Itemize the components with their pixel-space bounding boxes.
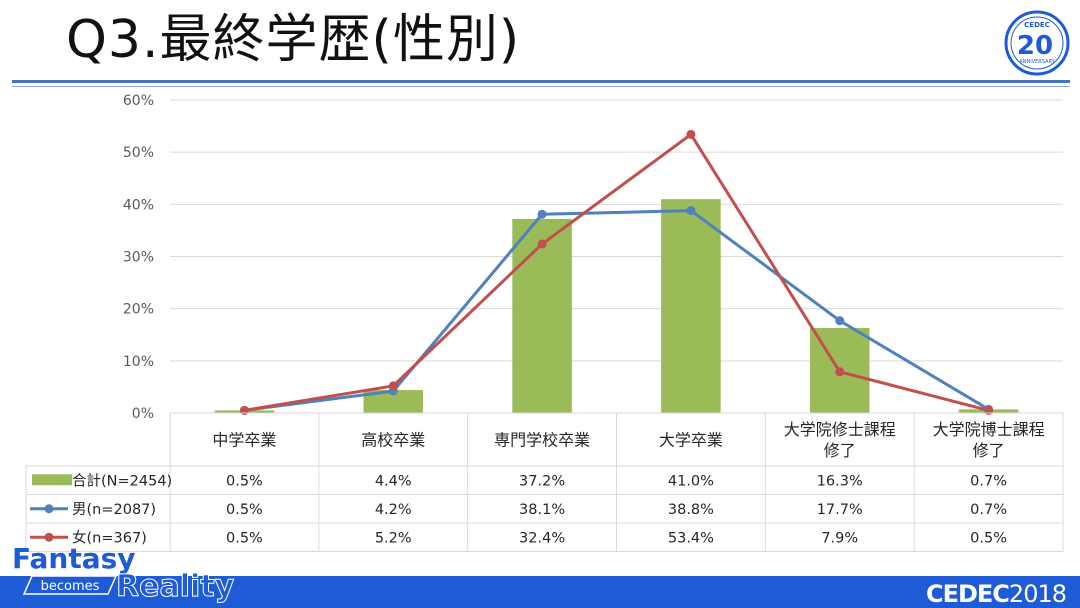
- data-value: 0.5%: [226, 502, 263, 518]
- category-label: 大学院修士課程: [784, 420, 896, 439]
- y-tick-label: 10%: [123, 354, 154, 370]
- series-point: [388, 381, 398, 391]
- tagline-fantasy: Fantasy: [12, 542, 136, 575]
- data-table: 中学卒業 高校卒業 専門学校卒業 大学卒業大学院修士課程修了大学院博士課程修了合計(N…: [25, 412, 1064, 552]
- series-line: [244, 132, 989, 412]
- data-value: 53.4%: [668, 530, 714, 546]
- series-point: [537, 209, 547, 219]
- series-point: [239, 405, 249, 415]
- data-value: 16.3%: [817, 473, 863, 489]
- series-point: [835, 367, 845, 377]
- series-point: [686, 206, 696, 216]
- series-point: [686, 129, 696, 139]
- data-value: 38.8%: [668, 502, 714, 518]
- education-chart: 0% 10% 20% 30% 40% 50% 60% 中学卒業 高校卒業 専門学校卒業 大学卒業 大…: [25, 93, 1064, 552]
- anniversary-logo: CEDEC 20 ANNIVERSARY: [1004, 10, 1070, 76]
- data-value: 7.9%: [821, 530, 858, 546]
- category-label: 大学卒業: [659, 431, 723, 450]
- series-point: [835, 316, 845, 326]
- logo-badge-text: CEDEC: [1024, 21, 1050, 29]
- bar-series-total: [214, 199, 1019, 413]
- legend-key: [44, 504, 54, 514]
- data-value: 4.2%: [375, 502, 412, 518]
- series-point: [984, 405, 994, 415]
- y-tick-label: 60%: [123, 93, 154, 109]
- legend-label: 女(n=367): [72, 528, 147, 546]
- y-tick-label: 20%: [123, 302, 154, 318]
- data-value: 5.2%: [375, 530, 412, 546]
- data-value: 0.5%: [226, 530, 263, 546]
- logo-sub: ANNIVERSARY: [1019, 59, 1055, 65]
- legend-label: 男(n=2087): [72, 502, 156, 518]
- data-value: 4.4%: [375, 473, 412, 489]
- y-tick-label: 30%: [123, 250, 154, 266]
- category-label: 高校卒業: [361, 431, 425, 450]
- y-tick-label: 50%: [123, 145, 154, 161]
- fantasy-logo: Fantasy becomes Reality: [12, 542, 235, 604]
- series-line: [244, 209, 990, 412]
- category-label: 修了: [824, 441, 856, 460]
- series-point: [537, 239, 547, 249]
- y-tick-label: 40%: [123, 197, 154, 213]
- data-value: 41.0%: [668, 473, 714, 489]
- category-label: 中学卒業: [212, 431, 276, 450]
- bar: [363, 390, 424, 413]
- line-series: [239, 129, 994, 415]
- category-label: 修了: [973, 441, 1005, 460]
- category-label: 大学院博士課程: [933, 420, 1045, 439]
- data-value: 0.7%: [970, 473, 1007, 489]
- footer-brand-name: CEDEC: [925, 580, 1010, 608]
- footer-brand: CEDEC2018: [925, 580, 1067, 608]
- title-underline-thin: [12, 86, 1070, 87]
- y-tick-label: 0%: [132, 406, 154, 422]
- tagline-becomes: becomes: [41, 579, 100, 594]
- legend-key: [44, 532, 54, 542]
- legend-label: 合計(N=2454): [72, 472, 172, 489]
- page-title: Q3.最終学歴(性別): [66, 10, 521, 70]
- data-value: 0.5%: [970, 530, 1007, 546]
- legend-key: [32, 474, 72, 486]
- data-value: 17.7%: [817, 502, 863, 518]
- grid-lines: [170, 99, 1063, 414]
- bar: [512, 218, 572, 413]
- y-axis-ticks: 0% 10% 20% 30% 40% 50% 60%: [123, 93, 154, 422]
- data-value: 38.1%: [519, 502, 565, 518]
- category-label: 専門学校卒業: [494, 431, 590, 450]
- data-value: 0.7%: [970, 502, 1007, 518]
- logo-number: 20: [1017, 31, 1053, 61]
- title-underline: [12, 80, 1070, 83]
- bar: [661, 199, 721, 413]
- footer-brand-year: 2018: [1008, 580, 1067, 608]
- data-value: 37.2%: [519, 473, 565, 489]
- footer-bar: [0, 576, 1080, 608]
- data-value: 0.5%: [226, 473, 263, 489]
- tagline-reality: Reality: [116, 569, 235, 604]
- data-value: 32.4%: [519, 530, 565, 546]
